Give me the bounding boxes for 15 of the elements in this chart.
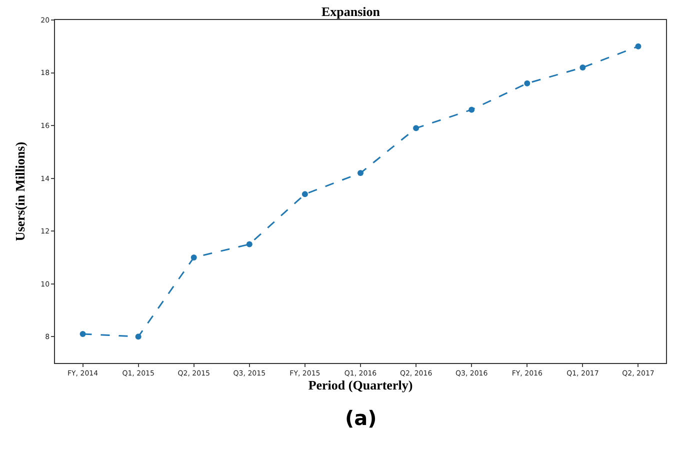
point bbox=[635, 43, 642, 50]
y-axis-title: Users(in Millions) bbox=[12, 142, 28, 242]
point bbox=[468, 106, 475, 113]
point bbox=[524, 80, 530, 86]
point bbox=[358, 170, 364, 176]
point bbox=[190, 254, 197, 260]
point bbox=[413, 125, 420, 132]
x-axis-title: Period (Quarterly) bbox=[308, 377, 413, 392]
point bbox=[302, 191, 308, 198]
point bbox=[580, 64, 586, 70]
text: (a) bbox=[345, 406, 377, 430]
point bbox=[135, 334, 142, 340]
point bbox=[80, 330, 86, 337]
chart-title: Expansion bbox=[321, 4, 381, 19]
point bbox=[246, 241, 252, 248]
